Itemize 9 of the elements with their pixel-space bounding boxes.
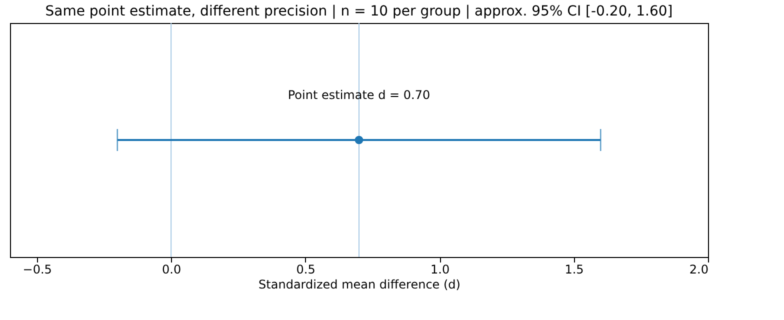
x-tick-label: 1.0 [430, 262, 450, 276]
x-tick-label: 0.5 [296, 262, 316, 276]
chart-title: Same point estimate, different precision | n = 10 per group | approx. 95% CI [-0.20, 1.60] [45, 4, 673, 20]
x-tick-label: 0.0 [162, 262, 182, 276]
x-axis-title: Standardized mean difference (d) [258, 278, 460, 292]
x-tick-label: 1.5 [564, 262, 584, 276]
x-tick-label: −0.5 [22, 262, 52, 276]
x-tick-label: 2.0 [689, 262, 708, 276]
annotation: Point estimate d = 0.70 [288, 88, 430, 102]
